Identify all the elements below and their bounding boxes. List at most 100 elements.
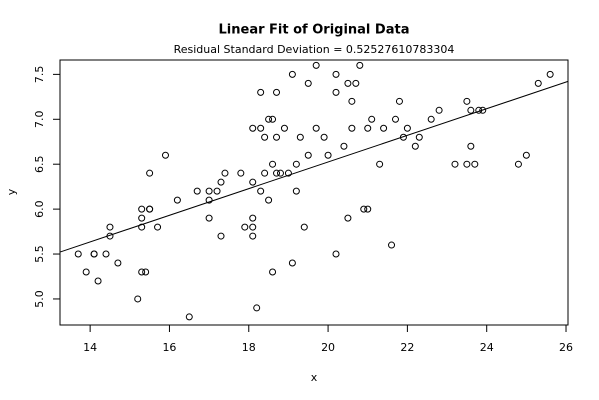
data-point: [134, 295, 142, 303]
data-point: [249, 178, 257, 186]
data-point: [451, 160, 459, 168]
data-point: [74, 250, 82, 258]
data-point: [324, 151, 332, 159]
data-point: [265, 115, 273, 123]
data-point: [94, 277, 102, 285]
y-tick-label: 5.5: [33, 245, 46, 263]
data-point: [241, 223, 249, 231]
data-point: [320, 133, 328, 141]
data-point: [257, 88, 265, 96]
x-tick-label: 26: [559, 341, 573, 354]
data-point: [253, 304, 261, 312]
y-tick-label: 6.0: [33, 200, 46, 218]
data-point: [467, 142, 475, 150]
data-point: [161, 151, 169, 159]
data-point: [296, 133, 304, 141]
chart-subtitle: Residual Standard Deviation = 0.52527610…: [174, 43, 455, 56]
data-point: [193, 187, 201, 195]
data-point: [332, 88, 340, 96]
data-point: [332, 70, 340, 78]
data-point: [288, 70, 296, 78]
data-point: [435, 106, 443, 114]
data-point: [427, 115, 435, 123]
data-point: [217, 178, 225, 186]
data-point: [205, 214, 213, 222]
data-point: [364, 124, 372, 132]
data-point: [217, 232, 225, 240]
data-point: [292, 187, 300, 195]
data-point: [288, 259, 296, 267]
data-point: [185, 313, 193, 321]
data-point: [340, 142, 348, 150]
fit-line: [59, 80, 569, 253]
data-point: [522, 151, 530, 159]
x-tick-label: 20: [321, 341, 335, 354]
data-point: [356, 61, 364, 69]
data-point: [479, 106, 487, 114]
plot-frame: [59, 59, 569, 326]
data-point: [395, 97, 403, 105]
data-point: [463, 160, 471, 168]
data-point: [82, 268, 90, 276]
data-point: [312, 124, 320, 132]
data-point: [114, 259, 122, 267]
x-tick-label: 16: [162, 341, 176, 354]
data-point: [205, 187, 213, 195]
data-point: [213, 187, 221, 195]
data-point: [467, 106, 475, 114]
data-point: [411, 142, 419, 150]
data-point: [138, 268, 146, 276]
data-point: [249, 124, 257, 132]
data-point: [276, 169, 284, 177]
data-point: [352, 79, 360, 87]
data-point: [534, 79, 542, 87]
data-point: [106, 232, 114, 240]
data-point: [257, 124, 265, 132]
y-tick-label: 7.5: [33, 66, 46, 84]
data-point: [360, 205, 368, 213]
data-point: [304, 79, 312, 87]
data-point: [300, 223, 308, 231]
data-point: [273, 169, 281, 177]
data-point: [102, 250, 110, 258]
data-point: [391, 115, 399, 123]
data-point: [154, 223, 162, 231]
data-point: [380, 124, 388, 132]
data-point: [332, 250, 340, 258]
data-point: [273, 88, 281, 96]
data-point: [269, 160, 277, 168]
data-point: [138, 214, 146, 222]
data-point: [249, 214, 257, 222]
data-point: [106, 223, 114, 231]
data-point: [221, 169, 229, 177]
data-point: [415, 133, 423, 141]
data-point: [388, 241, 396, 249]
data-point: [364, 205, 372, 213]
data-point: [173, 196, 181, 204]
data-point: [146, 205, 154, 213]
data-point: [292, 160, 300, 168]
data-point: [237, 169, 245, 177]
data-point: [142, 268, 150, 276]
data-point: [344, 214, 352, 222]
data-point: [273, 133, 281, 141]
data-point: [514, 160, 522, 168]
y-tick-label: 7.0: [33, 111, 46, 129]
data-point: [249, 232, 257, 240]
data-point: [471, 160, 479, 168]
data-point: [348, 124, 356, 132]
y-axis-label: y: [5, 188, 18, 195]
data-point: [261, 169, 269, 177]
data-point: [348, 97, 356, 105]
data-point: [90, 250, 98, 258]
data-point: [269, 268, 277, 276]
data-point: [265, 196, 273, 204]
y-tick-label: 6.5: [33, 155, 46, 173]
x-tick-label: 14: [83, 341, 97, 354]
chart-title: Linear Fit of Original Data: [219, 23, 410, 38]
data-point: [257, 187, 265, 195]
data-point: [546, 70, 554, 78]
